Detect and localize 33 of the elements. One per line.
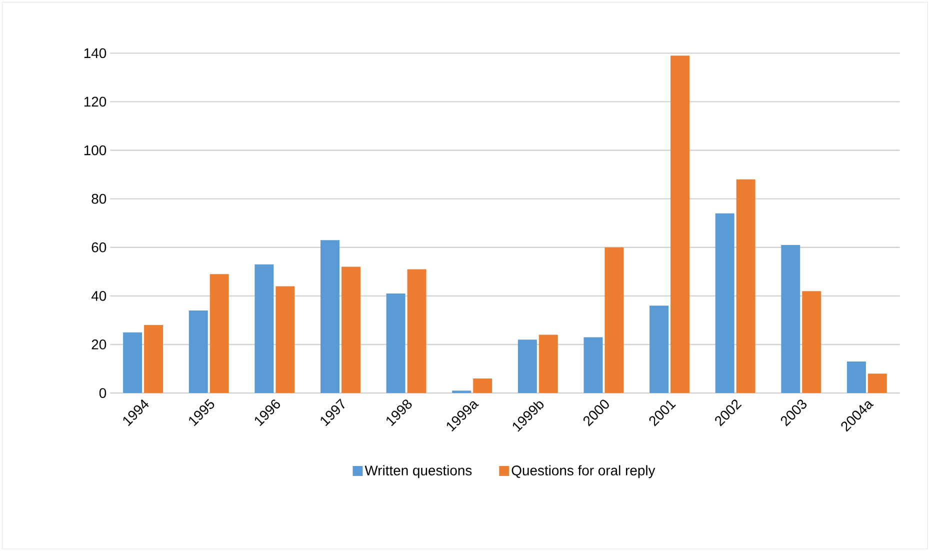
bar (604, 247, 624, 393)
bar (144, 324, 164, 393)
y-tick-label: 100 (84, 145, 106, 156)
bar (254, 264, 274, 393)
y-tick-label: 60 (92, 242, 106, 252)
y-tick-label: 80 (92, 194, 106, 204)
bar (473, 378, 492, 393)
bar (210, 274, 229, 393)
bar (386, 293, 406, 393)
bar (802, 290, 822, 393)
bar (846, 361, 866, 393)
y-tick-label: 0 (99, 388, 106, 398)
bar (518, 340, 537, 393)
bar (188, 310, 208, 393)
bar (736, 179, 756, 393)
y-tick-label: 140 (84, 48, 106, 58)
bar (715, 213, 734, 393)
bar (781, 244, 800, 393)
bar (341, 266, 360, 393)
y-tick-label: 120 (84, 96, 106, 107)
y-tick-label: 20 (92, 339, 106, 350)
bar (868, 374, 887, 393)
bar (538, 334, 558, 393)
bar (650, 306, 669, 393)
y-tick-label: 40 (91, 290, 106, 301)
bar (670, 56, 690, 393)
bar (584, 337, 603, 393)
legend-label: Written questions (364, 465, 472, 478)
bar (276, 286, 295, 393)
bar (123, 332, 142, 393)
bar (320, 240, 340, 393)
legend-label: Questions for oral reply (512, 465, 656, 478)
bar (407, 269, 426, 393)
